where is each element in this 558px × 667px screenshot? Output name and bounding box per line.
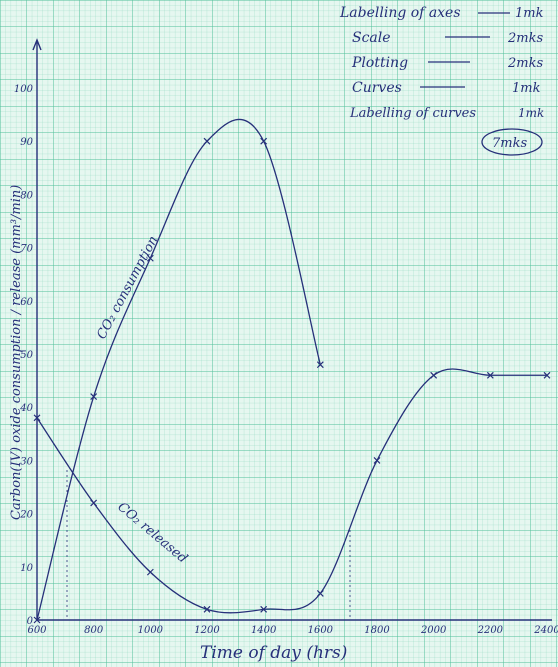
y-axis-arrow [32, 38, 42, 51]
x-axis-label: Time of day (hrs) [200, 643, 347, 663]
y-tick-label: 40 [19, 403, 33, 414]
scheme-mark-1: 1mk [515, 6, 544, 21]
y-tick-label: 90 [20, 137, 33, 148]
series-line-0 [36, 118, 321, 621]
scheme-mark-4: 1mk [512, 81, 541, 96]
y-tick-label: 80 [20, 190, 33, 201]
scheme-item-4: Curves [352, 80, 402, 96]
x-tick-label: 2400 [533, 625, 558, 636]
total-circle [481, 128, 543, 156]
y-tick-label: 20 [19, 510, 33, 521]
data-point [316, 361, 324, 369]
x-tick-label: 1000 [138, 625, 164, 636]
x-tick-label: 1200 [194, 625, 220, 636]
y-tick-label: 10 [20, 563, 33, 574]
data-point [90, 393, 98, 400]
data-point [146, 254, 154, 262]
data-point [430, 371, 438, 379]
data-point [260, 605, 268, 613]
scheme-total: 7mks [492, 136, 527, 151]
y-axis-label: Carbon(IV) oxide consumption / release (… [9, 185, 24, 520]
x-tick-label: 800 [84, 625, 104, 636]
data-point [486, 371, 494, 379]
x-tick-label: 1600 [308, 625, 334, 636]
data-point [373, 456, 381, 464]
marking-scheme: Labelling of axes 1mk Scale 2mks Plottin… [339, 5, 544, 156]
data-point [543, 371, 551, 379]
y-tick-label: 0 [27, 616, 34, 627]
scheme-item-2: Scale [352, 30, 391, 46]
tick-labels: 600 800 1000 1200 1400 1600 1800 2000 2200 240010… [14, 84, 558, 636]
scheme-item-5: Labelling of curves [349, 106, 476, 121]
y-tick-label: 70 [20, 244, 33, 255]
scheme-mark-3: 2mks [507, 56, 543, 71]
x-tick-label: 1800 [364, 625, 390, 636]
data-point [146, 568, 154, 576]
data-point [260, 137, 268, 145]
scheme-mark-2: 2mks [507, 31, 543, 46]
data-point [316, 589, 324, 597]
y-tick-label: 60 [20, 297, 33, 308]
scheme-item-3: Plotting [351, 55, 408, 71]
y-tick-label: 30 [20, 456, 33, 467]
data-point [33, 414, 41, 422]
y-tick-label: 50 [20, 350, 33, 361]
x-tick-label: 2000 [420, 625, 447, 636]
data-point [203, 137, 211, 145]
data-point [90, 499, 98, 507]
data-point [203, 605, 211, 613]
x-tick-label: 2200 [477, 625, 504, 636]
series-line-1 [36, 368, 547, 614]
y-tick-label: 100 [14, 84, 34, 95]
x-tick-label: 600 [27, 625, 47, 636]
scheme-mark-5: 1mk [518, 106, 544, 120]
axes [32, 38, 552, 621]
x-tick-label: 1400 [251, 625, 277, 636]
scheme-item-1: Labelling of axes [339, 5, 461, 21]
data-point [33, 616, 41, 624]
series-layer [33, 118, 551, 624]
